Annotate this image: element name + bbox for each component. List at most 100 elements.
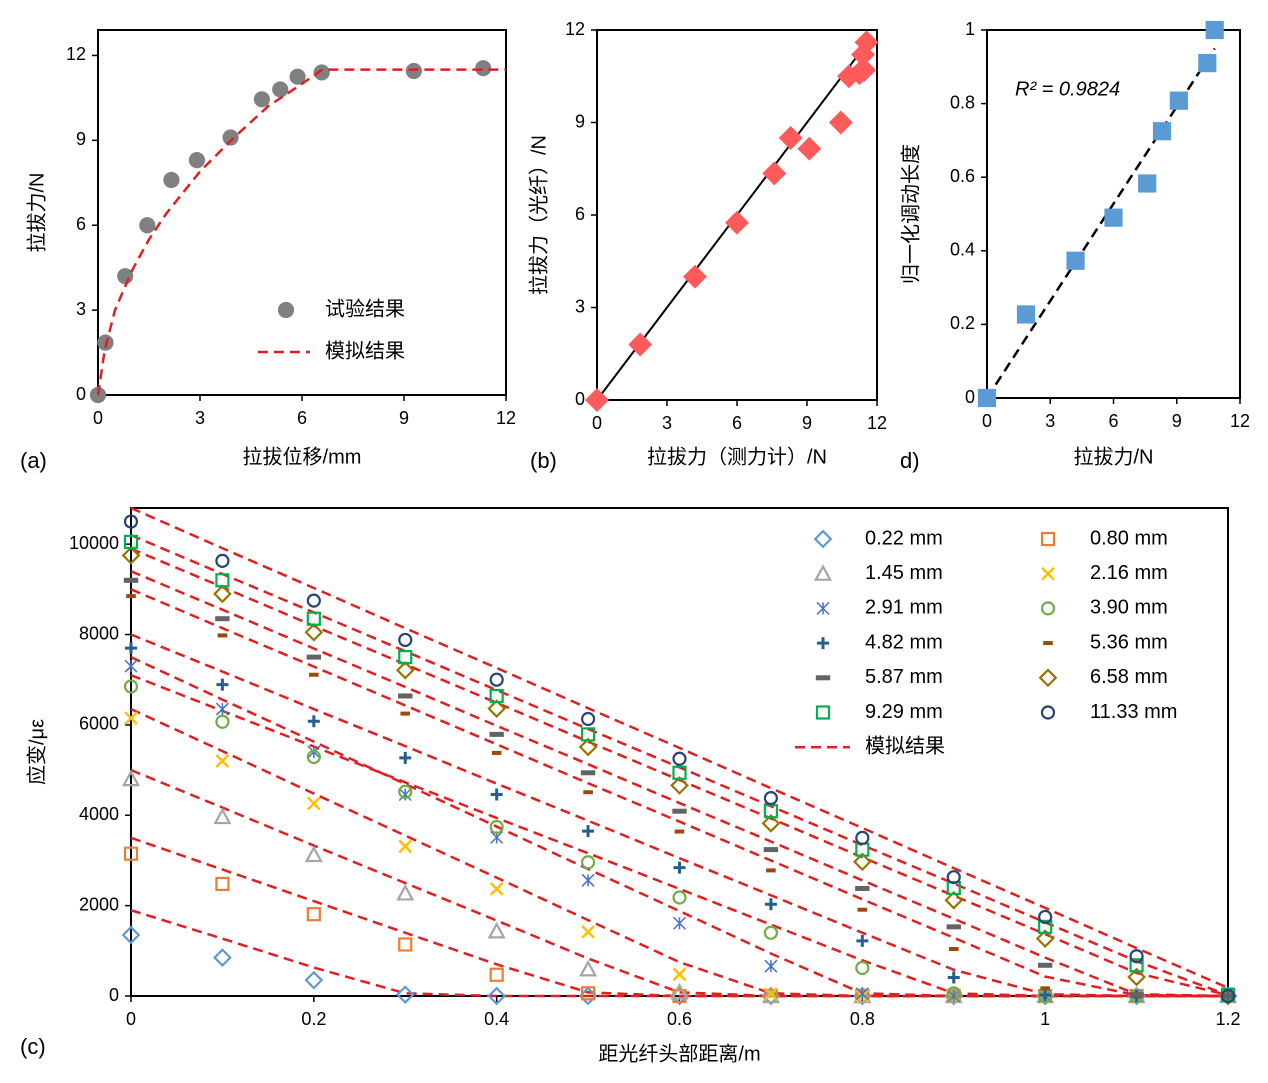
marker [400,711,411,716]
marker [216,678,229,691]
legend-key [1040,705,1056,720]
marker [764,987,778,1002]
y-tick-label: 9 [575,111,585,131]
legend-key [815,705,831,720]
marker [395,985,415,1004]
marker [1129,958,1144,973]
marker [490,788,503,801]
marker [306,654,322,660]
marker [306,611,321,626]
marker [123,846,139,861]
marker [761,814,781,833]
marker [944,890,964,910]
marker [213,584,232,604]
marker [1127,967,1146,987]
marker [580,986,596,1001]
marker [123,679,139,694]
marker [673,861,686,874]
marker [399,751,412,764]
marker [306,593,321,608]
marker [672,916,687,930]
marker [683,264,707,289]
marker [398,632,413,648]
marker [763,925,779,940]
y-tick-label: 6000 [79,714,119,734]
marker [304,845,323,863]
marker [125,642,137,655]
marker [139,217,156,234]
model-line [130,908,1228,998]
marker [309,672,319,677]
marker [487,921,506,939]
marker [946,880,961,896]
marker [215,573,230,588]
legend-label: 模拟结果 [865,734,945,757]
marker [1152,122,1172,141]
y-tick-label: 0.4 [950,240,975,260]
marker [580,855,596,870]
y-axis-title: 拉拔力（光纤）/N [527,135,550,295]
legend-key [1043,641,1053,646]
marker [126,594,136,599]
y-tick-label: 0 [76,384,86,404]
marker [1040,986,1050,991]
x-tick-label: 6 [297,408,307,428]
y-tick-label: 2000 [79,894,119,914]
marker [395,660,415,680]
x-tick-label: 12 [496,408,516,428]
marker [123,534,139,549]
marker [489,688,504,704]
y-tick-label: 6 [76,214,86,234]
marker [672,808,687,814]
marker [766,868,776,873]
y-tick-label: 0 [965,387,975,407]
marker [215,702,229,716]
marker [304,622,324,642]
marker [580,727,596,742]
marker [222,129,239,146]
y-axis-title: 拉拔力/N [25,173,48,253]
marker [854,30,879,55]
marker [1138,174,1157,193]
x-tick-label: 12 [1230,411,1250,431]
x-tick-label: 9 [802,413,812,433]
y-tick-label: 1 [965,19,975,39]
legend-label: 试验结果 [325,297,405,320]
legend-label: 2.16 mm [1090,562,1168,584]
marker [797,136,822,161]
y-tick-label: 0 [575,389,585,409]
marker [855,830,870,845]
marker [489,882,504,896]
marker [778,125,803,150]
marker [1038,919,1053,934]
marker [272,81,289,98]
y-tick-label: 3 [575,296,585,316]
legend-key [815,675,831,681]
marker [475,60,492,77]
marker [762,161,787,186]
y-tick-label: 9 [76,129,86,149]
marker [124,659,138,673]
y-tick-label: 4000 [79,804,119,824]
marker [489,672,504,687]
y-tick-label: 6 [575,204,585,224]
y-tick-label: 0.8 [950,92,975,112]
legend-label: 6.58 mm [1090,666,1168,688]
x-tick-label: 3 [195,408,205,428]
marker [487,699,507,718]
x-tick-label: 0.6 [667,1009,692,1029]
marker [306,749,321,765]
panel-label: (a) [20,448,47,473]
legend-label: 1.45 mm [865,562,943,584]
x-axis-title: 拉拔位移/mm [243,445,362,468]
model-line [130,655,1228,998]
marker [215,553,230,568]
marker [1035,929,1055,948]
marker [491,750,502,755]
marker [306,796,321,811]
legend-key [813,529,833,549]
marker [398,784,413,799]
marker [398,937,413,952]
marker [853,986,872,1004]
marker [121,925,141,945]
